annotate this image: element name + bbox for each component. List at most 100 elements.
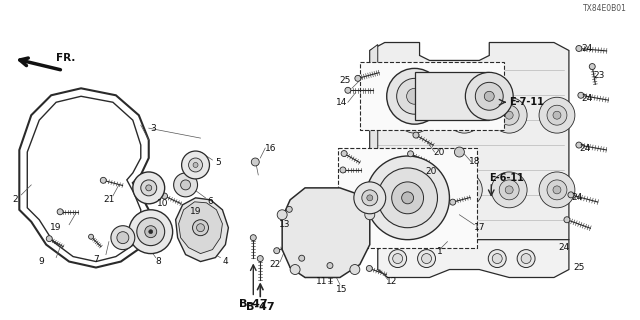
Text: 20: 20 bbox=[434, 148, 445, 156]
Circle shape bbox=[180, 180, 191, 190]
Circle shape bbox=[88, 234, 93, 239]
Circle shape bbox=[422, 253, 431, 264]
Text: 11: 11 bbox=[316, 277, 328, 286]
Circle shape bbox=[189, 158, 202, 172]
Circle shape bbox=[576, 45, 582, 52]
Text: 7: 7 bbox=[93, 255, 99, 264]
Circle shape bbox=[252, 158, 259, 166]
Text: 24: 24 bbox=[581, 44, 593, 53]
Circle shape bbox=[387, 68, 442, 124]
Text: 21: 21 bbox=[103, 195, 115, 204]
Circle shape bbox=[182, 151, 209, 179]
Circle shape bbox=[492, 172, 527, 208]
Polygon shape bbox=[370, 44, 378, 248]
Polygon shape bbox=[378, 228, 569, 277]
Text: 1: 1 bbox=[436, 247, 442, 256]
Text: 15: 15 bbox=[336, 285, 348, 294]
Text: 2: 2 bbox=[13, 195, 18, 204]
Text: E-7-11: E-7-11 bbox=[509, 97, 544, 107]
Text: 13: 13 bbox=[280, 220, 291, 229]
Circle shape bbox=[465, 72, 513, 120]
Circle shape bbox=[413, 132, 419, 138]
Circle shape bbox=[277, 210, 287, 220]
Text: 19: 19 bbox=[51, 223, 62, 232]
Text: TX84E0B01: TX84E0B01 bbox=[583, 4, 627, 13]
Circle shape bbox=[193, 163, 198, 167]
Circle shape bbox=[576, 142, 582, 148]
Text: E-6-11: E-6-11 bbox=[489, 173, 524, 183]
Text: 19: 19 bbox=[190, 207, 202, 216]
Text: B-47: B-47 bbox=[239, 300, 268, 309]
Text: 17: 17 bbox=[474, 223, 485, 232]
Circle shape bbox=[404, 180, 424, 200]
Circle shape bbox=[411, 111, 419, 119]
Bar bbox=[338, 148, 477, 248]
Circle shape bbox=[454, 105, 474, 125]
Circle shape bbox=[411, 186, 419, 194]
Text: 24: 24 bbox=[572, 193, 582, 202]
Circle shape bbox=[505, 111, 513, 119]
Text: 4: 4 bbox=[223, 257, 228, 266]
Circle shape bbox=[397, 97, 433, 133]
Circle shape bbox=[404, 105, 424, 125]
Circle shape bbox=[397, 172, 433, 208]
Circle shape bbox=[578, 92, 584, 98]
Text: 3: 3 bbox=[150, 124, 156, 132]
Circle shape bbox=[397, 78, 433, 114]
Circle shape bbox=[484, 91, 494, 101]
Circle shape bbox=[173, 173, 198, 197]
Text: 20: 20 bbox=[426, 167, 437, 176]
Text: 9: 9 bbox=[38, 257, 44, 266]
Circle shape bbox=[274, 248, 280, 254]
Circle shape bbox=[141, 180, 157, 196]
Circle shape bbox=[196, 224, 205, 232]
Polygon shape bbox=[282, 188, 370, 277]
Circle shape bbox=[299, 255, 305, 261]
Circle shape bbox=[290, 265, 300, 275]
Circle shape bbox=[492, 97, 527, 133]
Circle shape bbox=[589, 64, 595, 69]
Circle shape bbox=[521, 253, 531, 264]
Circle shape bbox=[460, 111, 468, 119]
Text: 12: 12 bbox=[386, 277, 397, 286]
Circle shape bbox=[146, 185, 152, 191]
Circle shape bbox=[137, 218, 164, 246]
Circle shape bbox=[354, 182, 386, 214]
Circle shape bbox=[117, 232, 129, 244]
Circle shape bbox=[355, 76, 361, 81]
Text: 8: 8 bbox=[156, 257, 161, 266]
Circle shape bbox=[408, 151, 413, 157]
Text: 18: 18 bbox=[468, 157, 480, 166]
Circle shape bbox=[488, 250, 506, 268]
Circle shape bbox=[492, 253, 502, 264]
Circle shape bbox=[450, 199, 456, 205]
Circle shape bbox=[499, 180, 519, 200]
Polygon shape bbox=[175, 198, 228, 261]
Circle shape bbox=[402, 192, 413, 204]
Text: B-47: B-47 bbox=[246, 302, 275, 312]
Text: 5: 5 bbox=[216, 158, 221, 167]
Text: 24: 24 bbox=[581, 94, 593, 103]
Text: FR.: FR. bbox=[56, 53, 76, 63]
Circle shape bbox=[568, 192, 574, 198]
Polygon shape bbox=[179, 202, 223, 253]
Circle shape bbox=[257, 256, 263, 261]
Circle shape bbox=[417, 250, 435, 268]
Circle shape bbox=[539, 172, 575, 208]
Circle shape bbox=[476, 82, 503, 110]
Circle shape bbox=[345, 87, 351, 93]
Circle shape bbox=[367, 195, 372, 201]
Circle shape bbox=[193, 220, 209, 236]
Text: 22: 22 bbox=[269, 260, 281, 269]
Circle shape bbox=[553, 111, 561, 119]
Circle shape bbox=[499, 105, 519, 125]
Polygon shape bbox=[370, 43, 569, 240]
Circle shape bbox=[161, 193, 168, 199]
Circle shape bbox=[460, 186, 468, 194]
Text: 24: 24 bbox=[558, 243, 570, 252]
Circle shape bbox=[111, 226, 135, 250]
Circle shape bbox=[553, 186, 561, 194]
Circle shape bbox=[362, 190, 378, 206]
Circle shape bbox=[148, 230, 153, 234]
Circle shape bbox=[547, 105, 567, 125]
